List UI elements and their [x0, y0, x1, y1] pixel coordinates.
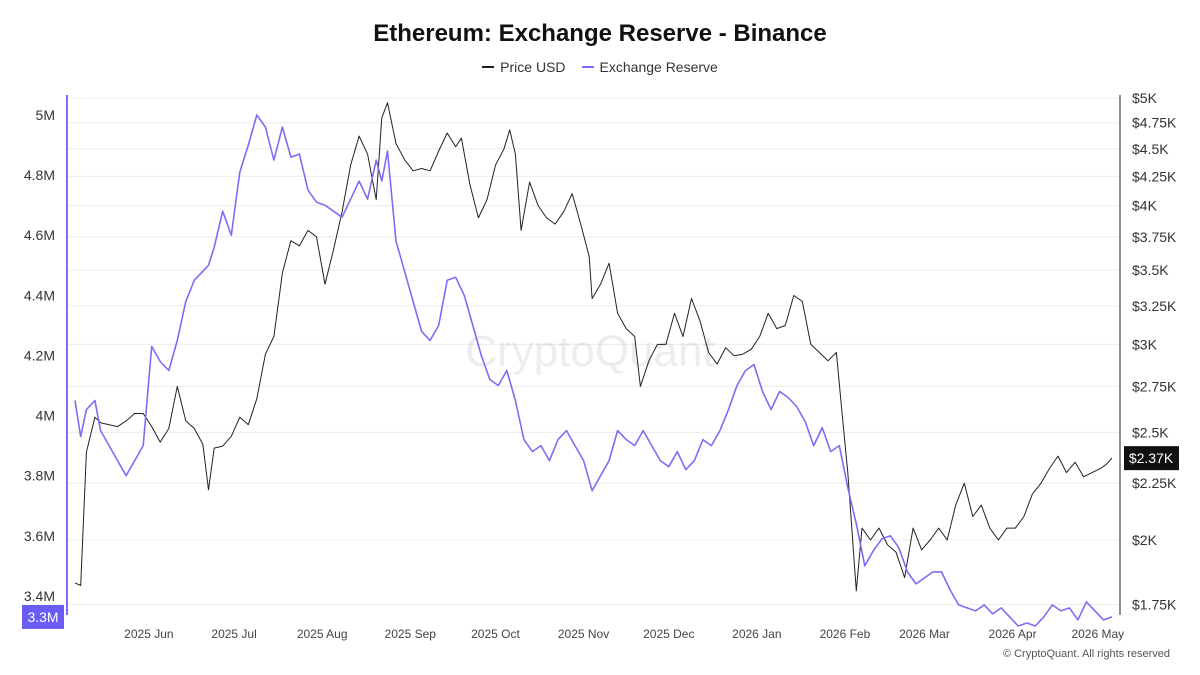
legend: Price USD Exchange Reserve [0, 59, 1200, 75]
legend-item-price[interactable]: Price USD [482, 59, 566, 75]
exchange-reserve-line [74, 114, 1113, 627]
legend-item-reserve[interactable]: Exchange Reserve [581, 59, 718, 75]
x-tick-label: 2025 Aug [297, 627, 348, 641]
right-current-badge [1124, 446, 1179, 471]
x-tick-label: 2026 Feb [820, 627, 871, 641]
right-tick-label: $1.75K [1132, 596, 1177, 612]
left-tick-label: 4M [36, 408, 55, 424]
left-current-badge [22, 604, 64, 629]
left-tick-label: 4.6M [24, 227, 55, 243]
right-tick-label: $4K [1132, 198, 1158, 214]
right-tick-label: $4.5K [1132, 141, 1169, 157]
right-tick-label: $2.75K [1132, 378, 1177, 394]
right-tick-label: $3.75K [1132, 229, 1177, 245]
left-tick-label: 3.4M [24, 588, 55, 604]
x-tick-label: 2025 Jun [124, 627, 173, 641]
right-tick-label: $5K [1132, 90, 1158, 106]
legend-swatch-reserve [581, 66, 594, 68]
left-tick-label: 5M [36, 107, 55, 123]
x-tick-label: 2026 Jan [732, 627, 781, 641]
x-tick-label: 2025 Oct [471, 627, 520, 641]
left-tick-label: 4.8M [24, 167, 55, 183]
right-tick-label: $4.25K [1132, 168, 1177, 184]
right-tick-label: $2K [1132, 532, 1158, 548]
right-tick-label: $3.25K [1132, 298, 1177, 314]
x-tick-label: 2025 Sep [385, 627, 437, 641]
x-tick-label: 2025 Jul [211, 627, 256, 641]
right-tick-label: $2.25K [1132, 475, 1177, 491]
x-tick-label: 2026 May [1071, 627, 1124, 641]
x-tick-label: 2025 Nov [558, 627, 609, 641]
left-current-label: 3.3M [27, 609, 58, 625]
right-tick-label: $3.5K [1132, 262, 1169, 278]
x-tick-label: 2026 Apr [989, 627, 1037, 641]
copyright-text: © CryptoQuant. All rights reserved [1002, 648, 1170, 660]
left-tick-label: 4.2M [24, 347, 55, 363]
legend-label-reserve: Exchange Reserve [599, 59, 718, 75]
x-tick-label: 2026 Mar [899, 627, 950, 641]
right-tick-label: $2.5K [1132, 424, 1169, 440]
left-tick-label: 4.4M [24, 287, 55, 303]
right-tick-label: $3K [1132, 336, 1158, 352]
watermark-text: CryptoQuant [465, 327, 714, 376]
right-tick-label: $4.75K [1132, 115, 1177, 131]
left-tick-label: 3.6M [24, 528, 55, 544]
price-usd-line [74, 102, 1113, 592]
left-tick-label: 3.8M [24, 468, 55, 484]
x-tick-label: 2025 Dec [643, 627, 694, 641]
legend-label-price: Price USD [500, 59, 566, 75]
right-current-label: $2.37K [1129, 450, 1174, 466]
legend-swatch-price [482, 66, 495, 68]
chart-title: Ethereum: Exchange Reserve - Binance [373, 20, 827, 47]
